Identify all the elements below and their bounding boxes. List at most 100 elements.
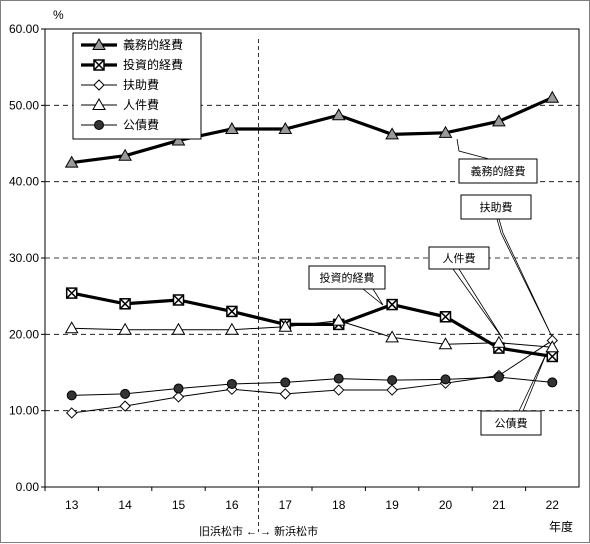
callout-welfare-text: 扶助費 [480,200,513,214]
x-tick-label: 13 [65,498,79,512]
data-point-marker-cross [172,294,185,306]
data-point-marker [278,121,293,134]
data-point-marker [279,388,292,400]
data-point-marker [64,155,79,168]
x-tick-label: 21 [492,498,506,512]
callout-debt-text: 公債費 [495,416,528,430]
y-tick-label: 30.00 [9,251,39,265]
data-point-marker [94,120,104,130]
data-point-marker [493,372,504,383]
data-point-marker [386,384,398,396]
data-point-marker [438,125,453,138]
data-point-marker [331,313,346,326]
data-point-marker [66,390,77,401]
data-point-marker [332,384,345,396]
data-point-marker [92,37,106,50]
data-point-marker [171,133,186,146]
legend-label: 扶助費 [123,77,159,92]
series-line-3 [71,340,553,414]
series-markers-1 [64,90,560,168]
data-point-marker-cross [546,350,558,363]
callout-compulsory: 義務的経費 [458,158,538,184]
x-tick-label: 15 [172,498,186,512]
data-point-marker [492,114,506,127]
legend-item-5: 公債費 [81,117,159,132]
divider-caption: 旧浜松市 ← → 新浜松市 [199,524,318,538]
data-point-marker-cross [439,311,452,323]
y-tick-label: 20.00 [9,327,39,341]
series-line-2 [71,291,553,359]
data-point-marker [331,108,346,121]
y-tick-label: 50.00 [9,98,39,112]
data-point-marker [438,337,453,350]
data-point-marker [226,378,237,389]
x-tick-label: 14 [118,498,132,512]
data-point-marker-cross [93,59,105,71]
series-line-1 [71,96,553,165]
callout-investment-box [308,265,386,290]
x-tick-label: 17 [279,498,293,512]
data-point-marker [118,322,132,335]
data-point-marker [440,374,451,385]
data-point-marker [118,148,132,161]
callout-personnel-box [428,246,490,270]
data-point-marker [64,321,79,334]
data-point-marker [225,322,239,335]
x-axis-label: 年度 [549,519,573,534]
x-tick-label: 22 [546,498,560,512]
y-tick-label: 10.00 [9,404,39,418]
legend-label: 投資的経費 [123,57,183,72]
callout-debt: 公債費 [480,410,542,436]
leader-personnel [451,268,504,339]
y-tick-label: 0.00 [16,480,40,494]
data-point-marker [280,377,291,388]
series-markers-4 [64,313,560,353]
leader-welfare [496,218,553,338]
data-point-marker-cross [226,305,238,317]
data-point-marker [547,377,558,388]
data-point-marker [172,391,185,403]
callout-welfare: 扶助費 [460,194,532,220]
callout-investment: 投資的経費 [308,265,386,290]
y-tick-label: 40.00 [9,175,39,189]
callout-investment-text: 投資的経費 [320,271,375,285]
x-tick-label: 19 [385,498,399,512]
x-tick-label: 16 [225,498,239,512]
y-axis-unit: % [53,8,64,22]
legend-label: 義務的経費 [123,37,183,52]
x-tick-label: 20 [439,498,453,512]
data-point-marker [120,388,131,399]
data-point-marker [225,121,239,134]
data-point-marker [545,90,560,103]
data-point-marker [119,400,131,412]
legend-item-4: 人件費 [81,97,159,112]
leader-investment [351,288,384,306]
data-point-marker [385,127,399,140]
callout-compulsory-box [458,158,538,184]
x-tick-label: 18 [332,498,346,512]
data-point-marker [492,335,506,348]
legend-item-1: 義務的経費 [81,37,183,52]
callout-compulsory-text: 義務的経費 [471,164,526,178]
legend-label: 人件費 [123,97,159,112]
callout-welfare-box [460,194,532,220]
callout-personnel: 人件費 [428,246,490,270]
leader-debt [517,353,547,412]
legend-item-3: 扶助費 [81,77,159,92]
y-tick-label: 60.00 [9,22,39,36]
series-markers-3 [65,334,559,419]
callout-personnel-text: 人件費 [443,251,476,265]
data-point-marker [385,330,399,343]
data-point-marker [65,407,78,419]
data-point-marker-cross [386,299,398,311]
data-point-marker [92,97,106,110]
series-markers-5 [66,372,558,401]
callout-debt-box [480,410,542,436]
data-point-marker [173,383,184,394]
data-point-marker [171,322,186,335]
data-point-marker [93,79,105,91]
data-point-marker [387,375,398,386]
